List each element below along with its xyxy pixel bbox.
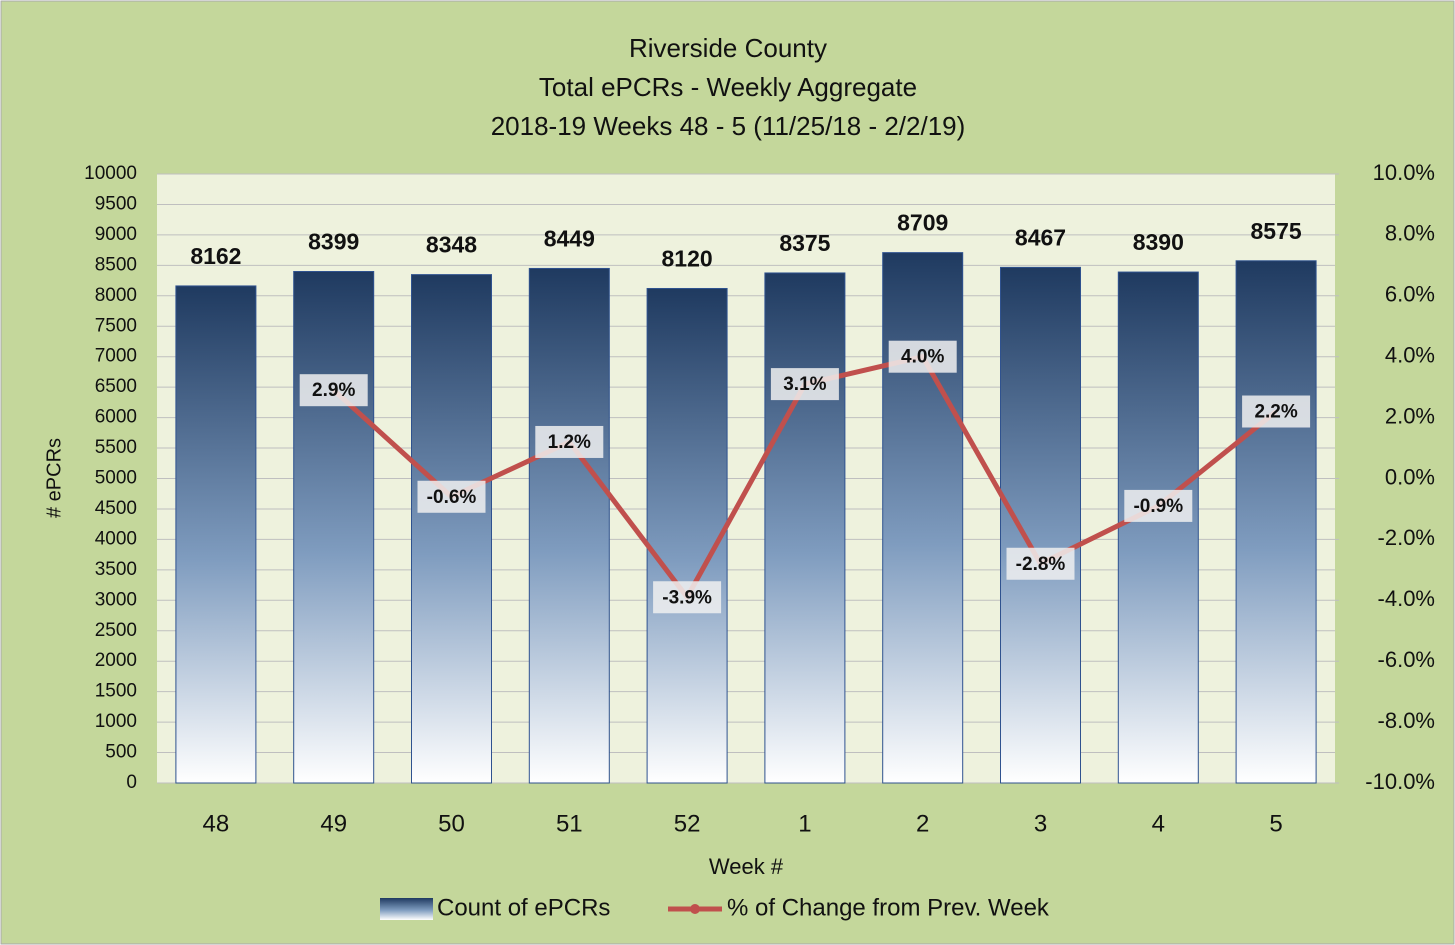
bar xyxy=(293,271,375,784)
bar-value-label: 8709 xyxy=(897,210,948,236)
y-tick-label: 1500 xyxy=(95,681,137,702)
legend-swatch-marker xyxy=(690,904,700,914)
y-tick-label: 2500 xyxy=(95,620,137,641)
x-tick-label: 4 xyxy=(1152,810,1165,837)
y-tick-label: 5000 xyxy=(95,468,137,489)
y2-tick-label: 0.0% xyxy=(1385,464,1435,489)
line-value-label: 3.1% xyxy=(783,374,826,395)
bar-value-label: 8348 xyxy=(426,232,477,258)
y-tick-label: 6000 xyxy=(95,407,137,428)
x-tick-label: 2 xyxy=(916,810,929,837)
y-tick-label: 9000 xyxy=(95,224,137,245)
x-tick-label: 3 xyxy=(1034,810,1047,837)
y2-tick-label: -8.0% xyxy=(1378,708,1435,733)
bar-value-label: 8467 xyxy=(1015,224,1066,250)
data-label-box xyxy=(1006,547,1075,580)
x-tick-label: 1 xyxy=(798,810,811,837)
bar-value-label: 8449 xyxy=(544,226,595,252)
line-value-label: 2.2% xyxy=(1254,402,1297,423)
bar-value-label: 8399 xyxy=(308,229,359,255)
x-tick-label: 48 xyxy=(203,810,230,837)
y-tick-label: 3500 xyxy=(95,559,137,580)
line-value-label: -0.6% xyxy=(427,487,477,508)
data-label-box xyxy=(1124,489,1193,522)
data-label-box xyxy=(888,340,957,373)
data-label-box xyxy=(299,374,368,407)
y2-tick-label: 10.0% xyxy=(1373,160,1435,185)
y-tick-label: 9500 xyxy=(95,193,137,214)
x-tick-label: 49 xyxy=(320,810,347,837)
bar xyxy=(1117,271,1199,784)
line-value-label: -2.8% xyxy=(1016,554,1066,575)
bar-value-label: 8120 xyxy=(662,246,713,272)
chart-title: Riverside County xyxy=(629,33,827,63)
bar-value-label: 8575 xyxy=(1251,218,1302,244)
x-tick-label: 51 xyxy=(556,810,583,837)
y-tick-label: 7500 xyxy=(95,315,137,336)
bar xyxy=(1000,266,1081,784)
data-label-box xyxy=(770,368,839,401)
legend-label: % of Change from Prev. Week xyxy=(727,894,1050,921)
y2-tick-label: -6.0% xyxy=(1378,647,1435,672)
bar xyxy=(882,252,964,784)
legend-label: Count of ePCRs xyxy=(437,894,610,921)
bar-value-label: 8375 xyxy=(779,230,830,256)
bar xyxy=(411,274,492,784)
legend-swatch-bar xyxy=(380,898,433,920)
data-label-box xyxy=(653,581,722,614)
x-axis-label: Week # xyxy=(709,854,784,879)
bar xyxy=(646,287,728,784)
y-tick-label: 500 xyxy=(105,742,137,763)
y-tick-label: 4000 xyxy=(95,528,137,549)
y2-tick-label: 2.0% xyxy=(1385,403,1435,428)
y-axis-label: # ePCRs xyxy=(43,438,65,518)
line-value-label: 1.2% xyxy=(548,432,591,453)
chart-title: Total ePCRs - Weekly Aggregate xyxy=(539,72,917,102)
y2-tick-label: 4.0% xyxy=(1385,343,1435,368)
x-tick-label: 50 xyxy=(438,810,465,837)
bar xyxy=(528,267,610,784)
line-value-label: 2.9% xyxy=(312,380,355,401)
data-label-box xyxy=(417,480,486,513)
y-tick-label: 3000 xyxy=(95,589,137,610)
y-tick-label: 8000 xyxy=(95,285,137,306)
bar-value-label: 8162 xyxy=(190,243,241,269)
x-tick-label: 5 xyxy=(1269,810,1282,837)
y2-tick-label: -10.0% xyxy=(1365,769,1435,794)
y-tick-label: 0 xyxy=(126,772,137,793)
y2-tick-label: 8.0% xyxy=(1385,221,1435,246)
y-tick-label: 2000 xyxy=(95,650,137,671)
line-value-label: -3.9% xyxy=(662,587,712,608)
line-value-label: 4.0% xyxy=(901,347,944,368)
bar xyxy=(1235,260,1317,784)
y2-tick-label: 6.0% xyxy=(1385,282,1435,307)
bar xyxy=(175,285,257,784)
chart-title: 2018-19 Weeks 48 - 5 (11/25/18 - 2/2/19) xyxy=(491,111,966,141)
y-tick-label: 5500 xyxy=(95,437,137,458)
bar xyxy=(764,272,846,784)
y2-tick-label: -2.0% xyxy=(1378,525,1435,550)
y-tick-label: 6500 xyxy=(95,376,137,397)
y-tick-label: 4500 xyxy=(95,498,137,519)
y-tick-label: 10000 xyxy=(84,163,137,184)
y-tick-label: 8500 xyxy=(95,254,137,275)
x-tick-label: 52 xyxy=(674,810,701,837)
line-value-label: -0.9% xyxy=(1133,496,1183,517)
y-tick-label: 7000 xyxy=(95,346,137,367)
data-label-box xyxy=(535,425,604,458)
bar-value-label: 8390 xyxy=(1133,229,1184,255)
y2-tick-label: -4.0% xyxy=(1378,586,1435,611)
y-tick-label: 1000 xyxy=(95,711,137,732)
data-label-box xyxy=(1242,395,1311,428)
